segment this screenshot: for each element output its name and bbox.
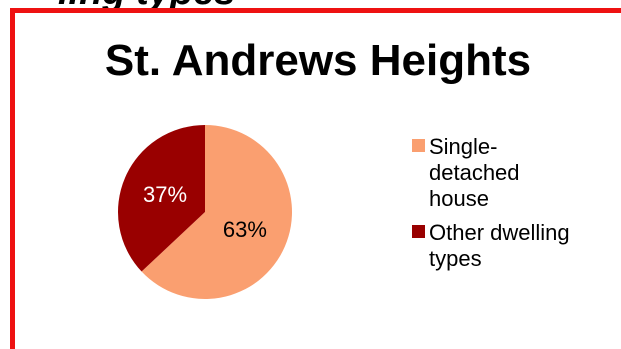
data-label-other-dwelling: 37%	[143, 182, 187, 207]
frame-top-border	[10, 8, 621, 13]
frame-left-border	[10, 8, 15, 349]
legend: Single-detached house Other dwelling typ…	[412, 134, 612, 280]
pie-slice-other-dwelling	[117, 125, 205, 272]
legend-label-single-detached: Single-detached house	[429, 134, 520, 211]
legend-swatch-other-dwelling	[412, 225, 425, 238]
legend-swatch-single-detached	[412, 139, 425, 152]
data-label-single-detached: 63%	[223, 217, 267, 242]
pie-slice-single-detached	[141, 125, 292, 299]
legend-item-other-dwelling: Other dwelling types	[412, 220, 612, 272]
chart-title: St. Andrews Heights	[104, 36, 532, 85]
legend-item-single-detached: Single-detached house	[412, 134, 612, 212]
legend-label-other-dwelling: Other dwelling types	[429, 220, 570, 271]
